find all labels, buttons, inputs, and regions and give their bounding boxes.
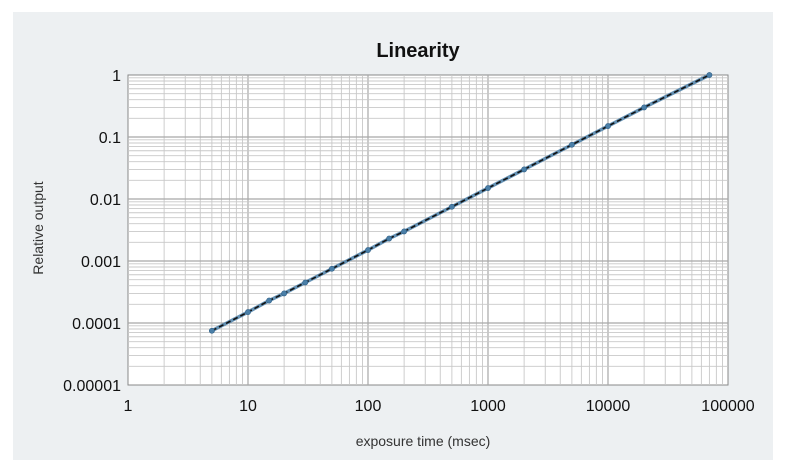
data-point bbox=[281, 290, 288, 297]
y-axis-ticks: 0.00001 0.0001 0.001 0.01 0.1 1 bbox=[63, 68, 121, 395]
data-point bbox=[208, 327, 215, 334]
grid bbox=[128, 75, 728, 385]
data-point bbox=[245, 309, 251, 315]
data-point bbox=[386, 235, 393, 242]
y-tick-label: 0.001 bbox=[81, 254, 121, 271]
x-tick-label: 100 bbox=[355, 398, 382, 415]
y-tick-label: 0.01 bbox=[90, 192, 121, 209]
y-tick-label: 1 bbox=[112, 68, 121, 85]
data-point bbox=[365, 247, 371, 253]
x-tick-label: 1 bbox=[124, 398, 133, 415]
data-point bbox=[302, 279, 309, 286]
series-trend-line bbox=[211, 74, 710, 332]
y-axis-label: Relative output bbox=[30, 181, 46, 275]
series bbox=[208, 72, 713, 334]
x-tick-label: 1000 bbox=[470, 398, 506, 415]
y-tick-label: 0.0001 bbox=[72, 316, 121, 333]
data-point bbox=[521, 166, 528, 173]
data-point bbox=[401, 228, 408, 235]
data-point bbox=[266, 297, 273, 304]
plot-area bbox=[127, 74, 729, 386]
chart-panel: Linearity 1 10 100 1000 10000 100000 0.00001 0… bbox=[13, 12, 773, 460]
x-tick-label: 100000 bbox=[701, 398, 754, 415]
x-tick-label: 10 bbox=[239, 398, 257, 415]
data-point bbox=[641, 104, 648, 111]
data-point bbox=[485, 185, 491, 191]
x-tick-label: 10000 bbox=[586, 398, 631, 415]
linearity-chart: Linearity 1 10 100 1000 10000 100000 0.000010… bbox=[30, 40, 755, 449]
data-point bbox=[448, 203, 455, 210]
data-point bbox=[328, 265, 335, 272]
x-axis-ticks: 1 10 100 1000 10000 100000 bbox=[124, 398, 755, 415]
data-point bbox=[568, 141, 575, 148]
data-point bbox=[706, 72, 713, 78]
y-tick-label: 0.00001 bbox=[63, 378, 121, 395]
data-point bbox=[605, 123, 611, 129]
x-axis-label: exposure time (msec) bbox=[356, 433, 491, 449]
y-tick-label: 0.1 bbox=[99, 130, 121, 147]
chart-title: Linearity bbox=[376, 40, 460, 62]
